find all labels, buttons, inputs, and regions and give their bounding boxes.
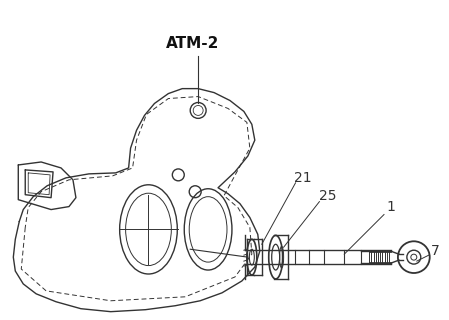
Text: ATM-2: ATM-2 bbox=[166, 36, 219, 51]
Text: 21: 21 bbox=[294, 171, 311, 185]
Text: 7: 7 bbox=[431, 244, 440, 258]
Text: 1: 1 bbox=[387, 200, 396, 213]
Text: 25: 25 bbox=[319, 189, 336, 203]
